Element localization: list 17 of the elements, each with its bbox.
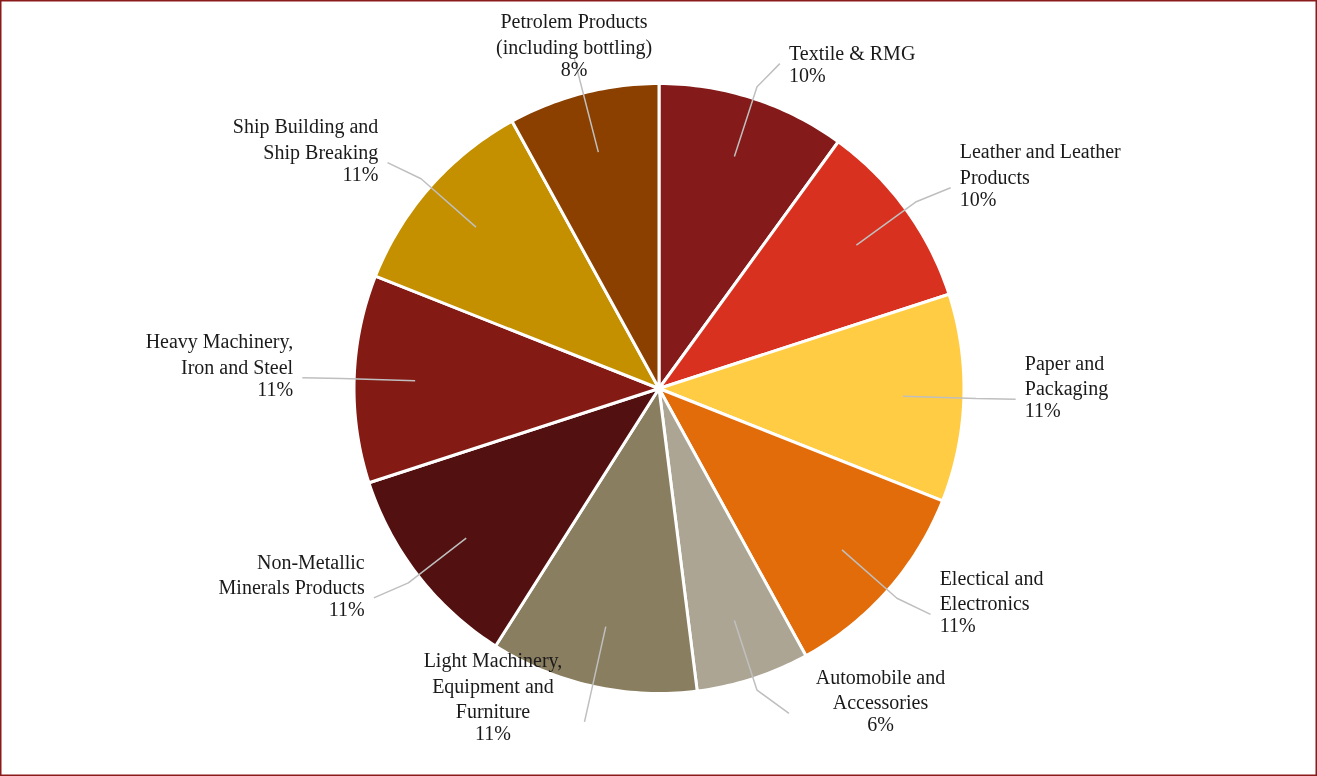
slice-label: Textile & RMG — [788, 41, 916, 64]
data-label: 6% — [867, 713, 894, 736]
slice-label: Automobile and Accessories — [815, 666, 946, 714]
data-label: 11% — [939, 614, 976, 637]
slice-label: Petrolem Products (including bottling) — [496, 10, 653, 59]
slice-label: Leather and Leather Products — [959, 140, 1122, 188]
data-label: 10% — [959, 187, 997, 210]
data-label: 11% — [257, 377, 294, 400]
data-label: 10% — [788, 63, 826, 86]
slice-label: Paper and Packaging — [1024, 351, 1109, 401]
slice-label: Non-Metallic Minerals Products — [218, 550, 365, 598]
data-label: 11% — [475, 721, 511, 744]
slice-label: Ship Building and Ship Breaking — [232, 115, 379, 164]
slice-label: Heavy Machinery, Iron and Steel — [145, 330, 294, 378]
data-label: 11% — [1024, 399, 1061, 422]
data-label: 11% — [328, 597, 365, 620]
slice-label: Electical and Electronics — [939, 567, 1044, 615]
